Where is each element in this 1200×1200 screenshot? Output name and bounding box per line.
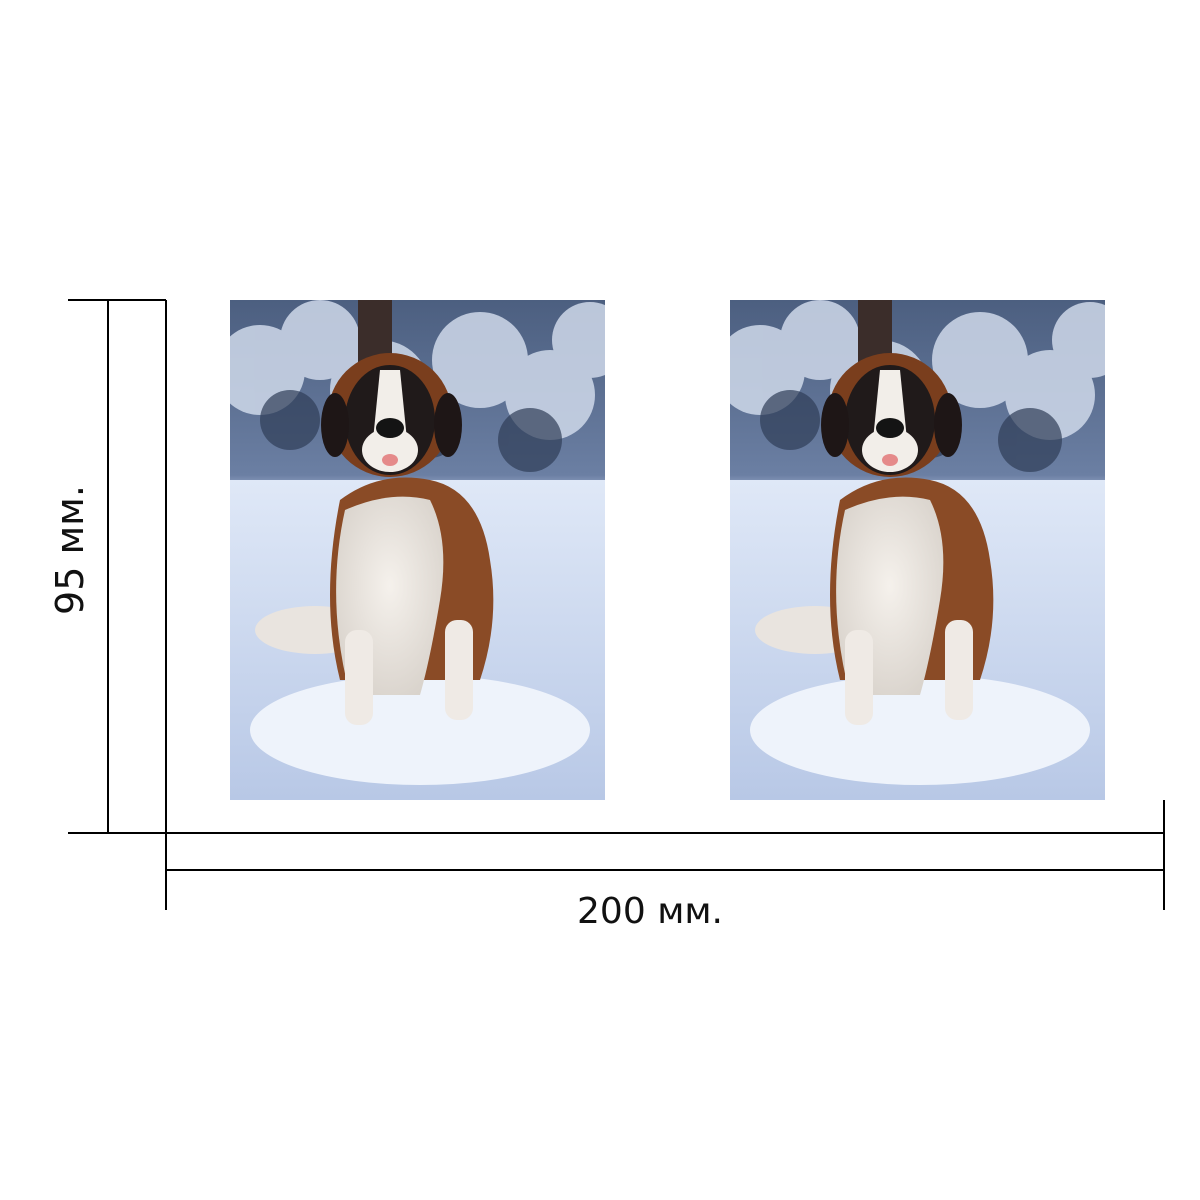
width-label: 200 мм. bbox=[577, 891, 723, 932]
height-label: 95 мм. bbox=[48, 485, 92, 615]
